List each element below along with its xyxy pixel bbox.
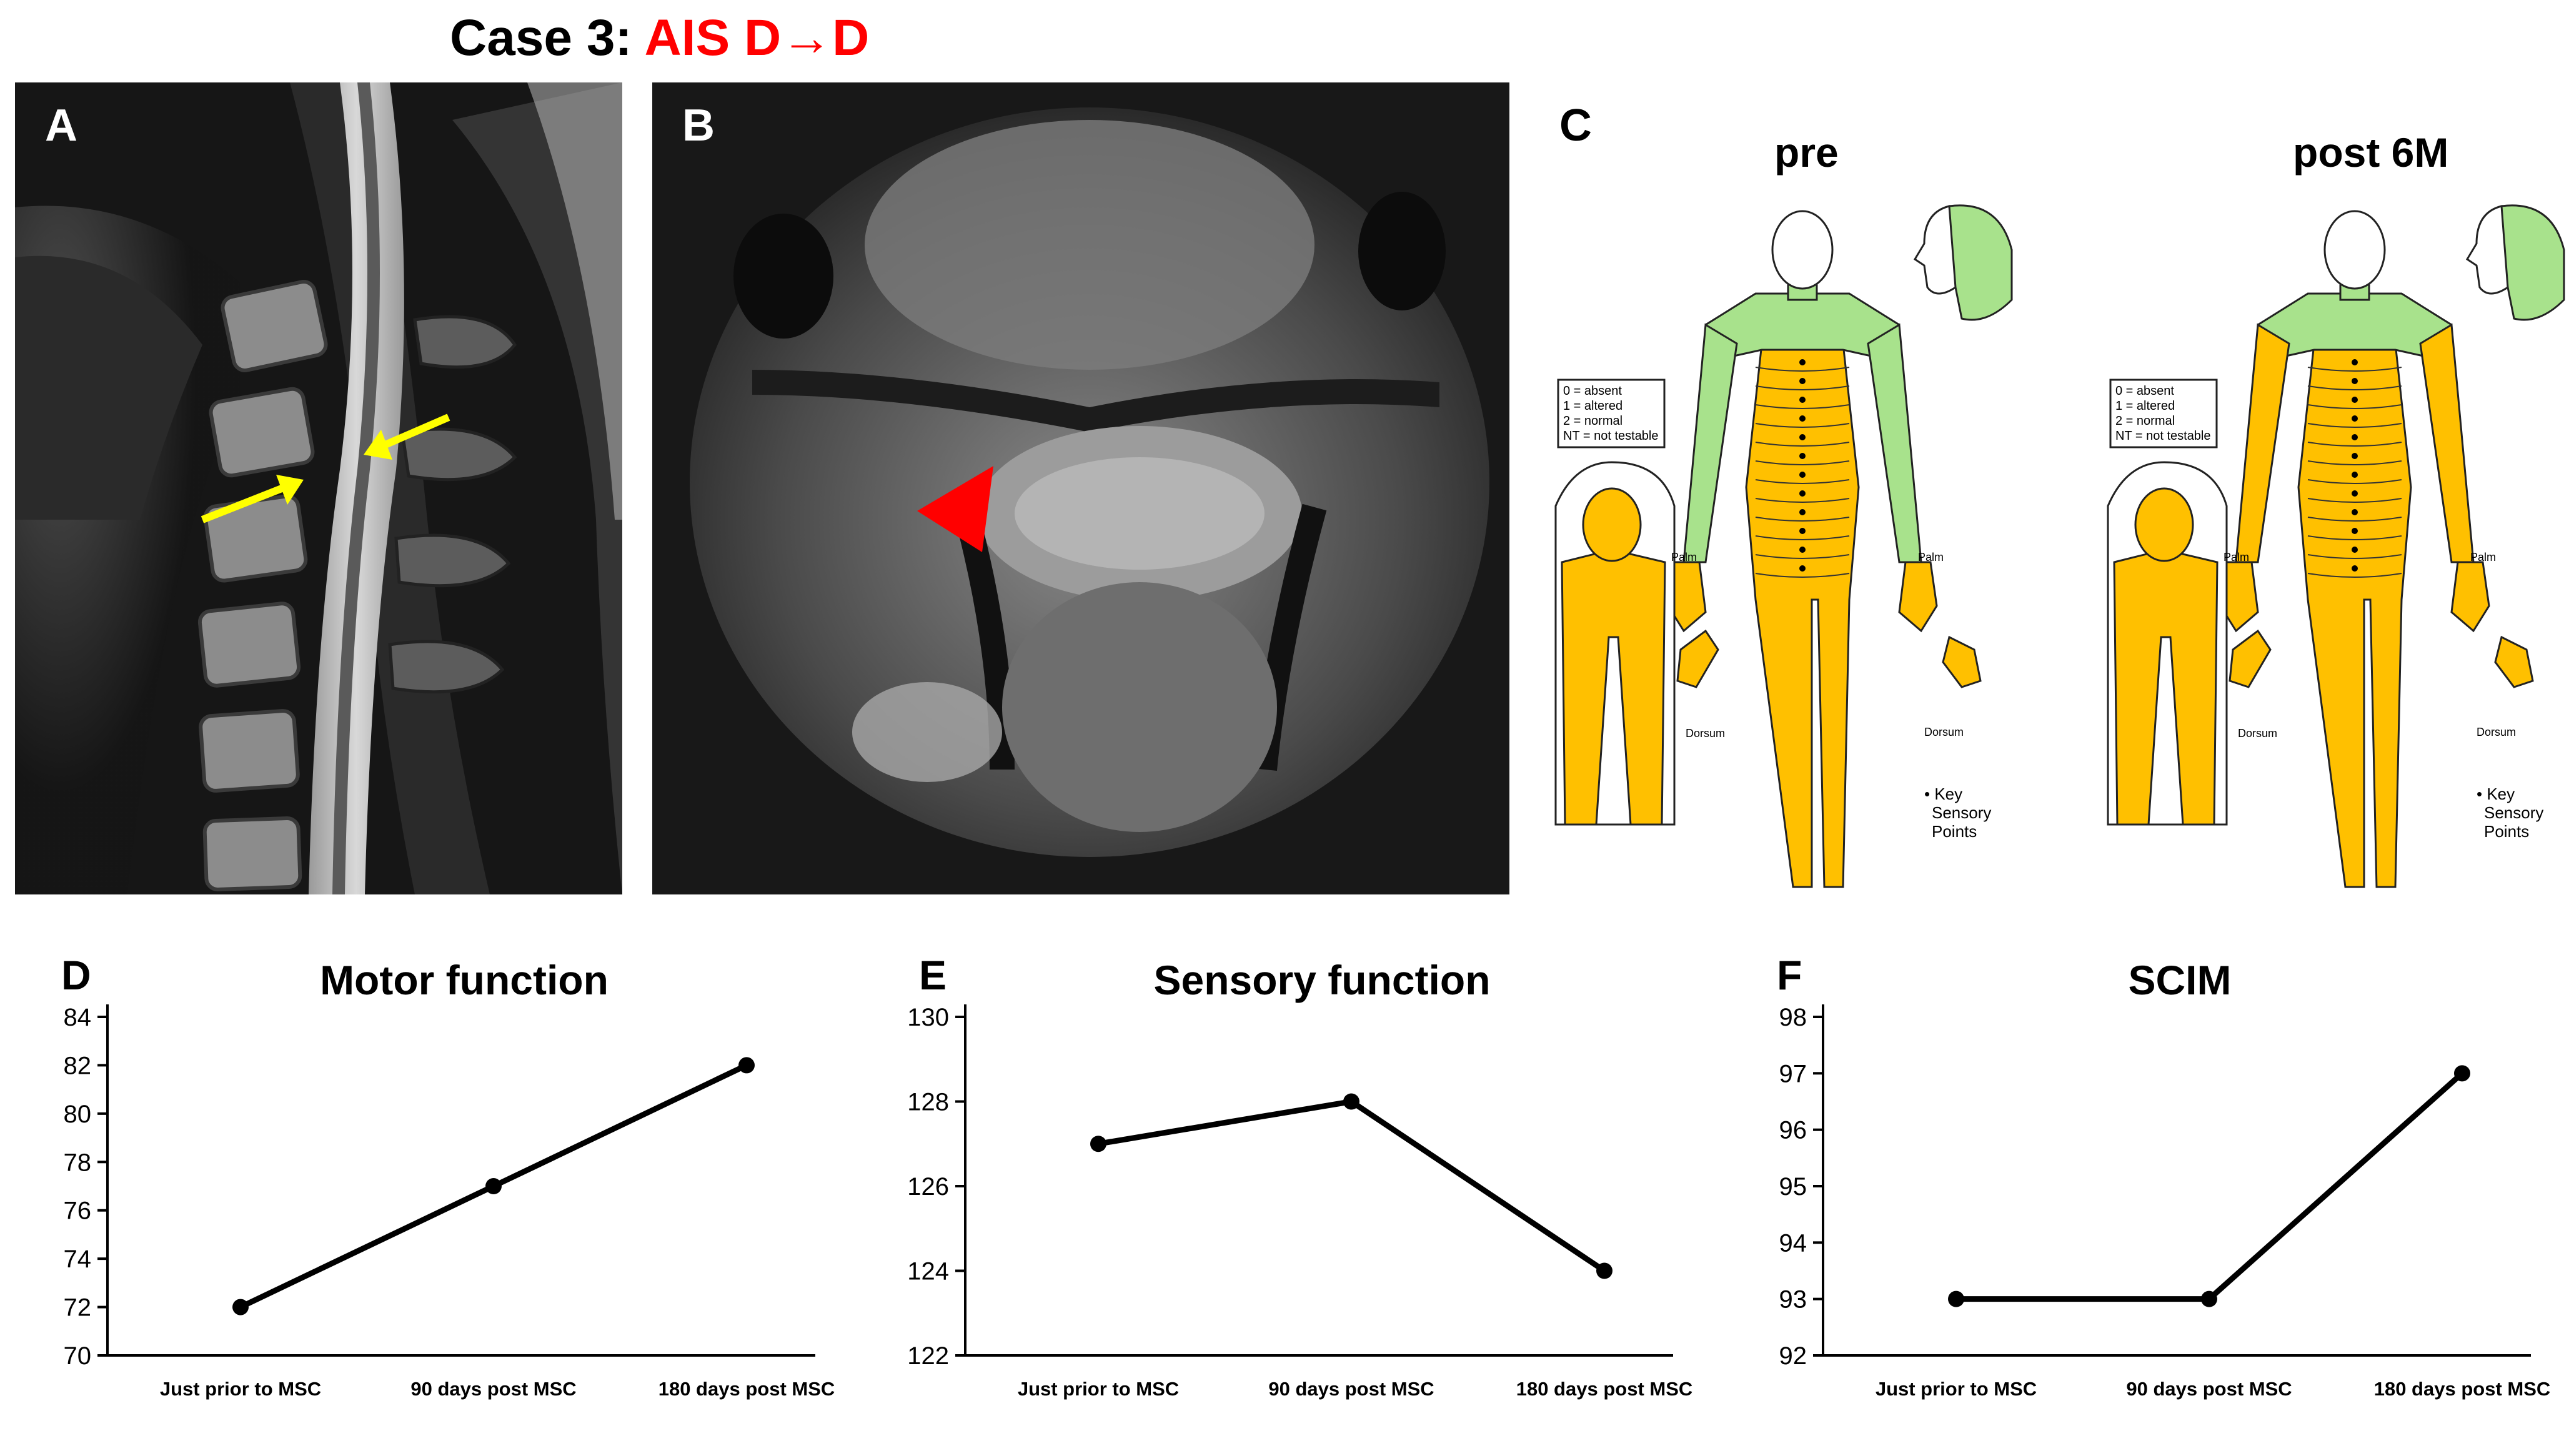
legend-entry: 0 = absent bbox=[2115, 384, 2174, 398]
data-point bbox=[738, 1057, 755, 1074]
title-prefix: Case 3: bbox=[450, 9, 645, 66]
data-point bbox=[1090, 1136, 1106, 1152]
y-tick-label: 122 bbox=[907, 1342, 949, 1370]
body-front-diagram bbox=[2219, 210, 2490, 888]
data-point bbox=[1343, 1093, 1359, 1110]
palm-label-right: Palm bbox=[2470, 551, 2496, 563]
head-profile-diagram bbox=[2465, 204, 2565, 321]
data-point bbox=[2201, 1290, 2217, 1307]
data-point bbox=[1596, 1262, 1612, 1279]
palm-label-left: Palm bbox=[2224, 551, 2249, 563]
x-category-label: Just prior to MSC bbox=[1876, 1378, 2037, 1400]
data-point bbox=[485, 1178, 502, 1194]
chart-panel-letter: D bbox=[61, 952, 91, 998]
dorsum-label-right: Dorsum bbox=[1924, 726, 1964, 738]
sensory-function-chart: E Sensory function 122 124 126 128 130 Just pri… bbox=[907, 952, 1693, 1400]
x-category-label: 90 days post MSC bbox=[410, 1378, 576, 1400]
data-point bbox=[1948, 1290, 1964, 1307]
chart-title: Sensory function bbox=[1153, 957, 1490, 1003]
legend-entry: 2 = normal bbox=[1563, 414, 1622, 428]
palm-label-left: Palm bbox=[1671, 551, 1697, 563]
panel-b-axial-mri: B bbox=[652, 82, 1509, 894]
scim-chart: F SCIM 92 93 94 95 96 97 98 Just prior to MSC 90 d… bbox=[1777, 952, 2551, 1400]
key-sensory-points-label: • Key bbox=[1924, 785, 1962, 803]
y-tick-label: 80 bbox=[64, 1101, 92, 1128]
series-line bbox=[1098, 1099, 1606, 1274]
chart-panel-letter: F bbox=[1777, 952, 1802, 998]
y-tick-label: 93 bbox=[1779, 1286, 1807, 1314]
dorsum-label-left: Dorsum bbox=[1686, 727, 1725, 740]
y-tick-label: 74 bbox=[64, 1246, 92, 1273]
body-front-diagram bbox=[1667, 210, 1938, 888]
key-sensory-points-label: Points bbox=[2484, 822, 2529, 841]
x-category-label: 180 days post MSC bbox=[658, 1378, 835, 1400]
sagittal-mri-image bbox=[15, 82, 622, 894]
y-tick-label: 95 bbox=[1779, 1173, 1807, 1201]
key-sensory-points-label: Points bbox=[1932, 822, 1977, 841]
x-category-label: 180 days post MSC bbox=[2374, 1378, 2551, 1400]
axial-mri-image bbox=[652, 82, 1509, 894]
legend-entry: 1 = altered bbox=[2115, 399, 2175, 413]
figure-title: Case 3: AIS D→D bbox=[450, 9, 869, 67]
hand-dorsum-left bbox=[2229, 629, 2272, 688]
x-category-label: 90 days post MSC bbox=[2126, 1378, 2292, 1400]
x-category-label: Just prior to MSC bbox=[1018, 1378, 1179, 1400]
yellow-arrow-markers bbox=[201, 414, 450, 523]
palm-label-right: Palm bbox=[1918, 551, 1944, 563]
y-tick-label: 96 bbox=[1779, 1117, 1807, 1144]
sensory-map-heading-post: post 6M bbox=[2293, 129, 2449, 176]
series-line bbox=[1956, 1071, 2464, 1302]
red-arrowhead-marker bbox=[917, 466, 993, 552]
sensory-map-heading-pre: pre bbox=[1774, 129, 1839, 176]
x-category-label: 90 days post MSC bbox=[1268, 1378, 1434, 1400]
y-tick-label: 98 bbox=[1779, 1004, 1807, 1031]
y-tick-label: 128 bbox=[907, 1089, 949, 1116]
head-profile-diagram bbox=[1913, 204, 2013, 321]
data-point bbox=[2454, 1065, 2470, 1082]
legend-entry: 2 = normal bbox=[2115, 414, 2175, 428]
y-tick-label: 130 bbox=[907, 1004, 949, 1031]
y-tick-label: 124 bbox=[907, 1258, 949, 1285]
hand-dorsum-right bbox=[2494, 635, 2534, 688]
legend-entry: 1 = altered bbox=[1563, 399, 1622, 413]
key-sensory-points-label: • Key bbox=[2477, 785, 2515, 803]
y-tick-label: 78 bbox=[64, 1149, 92, 1176]
y-tick-label: 84 bbox=[64, 1004, 92, 1031]
panel-b-letter: B bbox=[682, 101, 715, 151]
chart-title: Motor function bbox=[320, 957, 609, 1003]
legend-entry: NT = not testable bbox=[2115, 429, 2211, 443]
title-highlight: AIS D→D bbox=[644, 9, 870, 66]
y-tick-label: 76 bbox=[64, 1197, 92, 1225]
motor-function-chart: D Motor function 70 72 74 76 78 80 82 84 Just prio… bbox=[61, 952, 835, 1400]
y-tick-label: 82 bbox=[64, 1052, 92, 1079]
x-category-label: Just prior to MSC bbox=[160, 1378, 321, 1400]
panel-a-sagittal-mri: A bbox=[15, 82, 622, 894]
key-sensory-points-label: Sensory bbox=[2484, 803, 2543, 822]
legend-entry: 0 = absent bbox=[1563, 384, 1622, 398]
hand-dorsum-left bbox=[1676, 629, 1719, 688]
y-tick-label: 70 bbox=[64, 1342, 92, 1370]
y-tick-label: 92 bbox=[1779, 1342, 1807, 1370]
dorsum-label-left: Dorsum bbox=[2238, 727, 2277, 740]
body-back-diagram bbox=[1554, 461, 1676, 826]
panel-a-letter: A bbox=[45, 101, 77, 151]
y-tick-label: 126 bbox=[907, 1173, 949, 1201]
y-tick-label: 72 bbox=[64, 1294, 92, 1322]
y-tick-label: 94 bbox=[1779, 1229, 1807, 1257]
dorsum-label-right: Dorsum bbox=[2477, 726, 2516, 738]
panel-c-letter: C bbox=[1559, 101, 1592, 151]
key-sensory-points-label: Sensory bbox=[1932, 803, 1991, 822]
data-point bbox=[232, 1299, 249, 1315]
hand-dorsum-right bbox=[1942, 635, 1982, 688]
chart-title: SCIM bbox=[2129, 957, 2232, 1003]
y-tick-label: 97 bbox=[1779, 1060, 1807, 1087]
chart-panel-letter: E bbox=[919, 952, 947, 998]
body-back-diagram bbox=[2107, 461, 2228, 826]
legend-entry: NT = not testable bbox=[1563, 429, 1659, 443]
x-category-label: 180 days post MSC bbox=[1516, 1378, 1693, 1400]
